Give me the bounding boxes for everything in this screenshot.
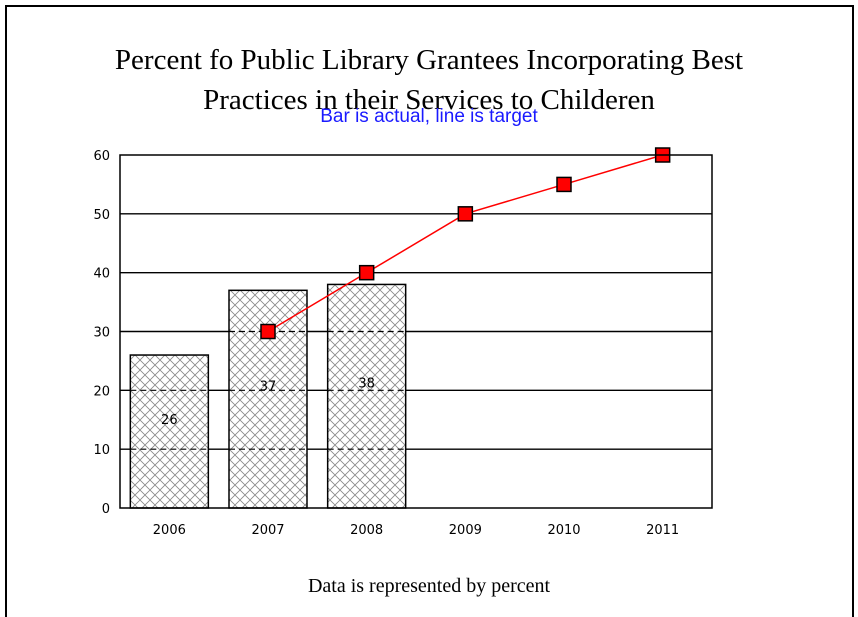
y-tick-label: 20 <box>93 384 110 399</box>
x-tick-label: 2008 <box>350 523 383 538</box>
bar <box>129 354 210 509</box>
y-tick-label: 0 <box>102 502 110 517</box>
x-tick-label: 2007 <box>251 523 284 538</box>
chart-title-line-1: Percent fo Public Library Grantees Incor… <box>114 44 744 76</box>
x-tick-label: 2010 <box>547 523 580 538</box>
chart-title-line-2: Practices in their Services to Childeren <box>203 84 655 116</box>
y-tick-label: 10 <box>93 443 110 458</box>
bar <box>326 283 407 509</box>
target-marker <box>358 264 375 281</box>
target-marker <box>457 206 474 222</box>
y-tick-label: 60 <box>93 149 110 164</box>
x-tick-label: 2006 <box>153 523 186 538</box>
plot-border <box>119 154 713 509</box>
bar-data-label: 37 <box>260 379 277 394</box>
target-marker <box>556 176 572 193</box>
chart-footnote: Data is represented by percent <box>307 575 551 597</box>
slide-frame <box>5 5 854 617</box>
target-marker <box>260 323 276 340</box>
y-tick-label: 50 <box>93 208 110 223</box>
x-tick-label: 2011 <box>646 523 679 538</box>
y-tick-label: 40 <box>93 267 110 282</box>
bar <box>228 289 308 509</box>
bar-data-label: 38 <box>358 376 375 391</box>
chart-title: Percent fo Public Library Grantees Incor… <box>0 40 858 120</box>
x-tick-label: 2009 <box>449 523 482 538</box>
y-tick-label: 30 <box>93 326 110 341</box>
chart-subtitle: Bar is actual, line is target <box>320 106 538 127</box>
bar-data-label: 26 <box>161 413 178 428</box>
